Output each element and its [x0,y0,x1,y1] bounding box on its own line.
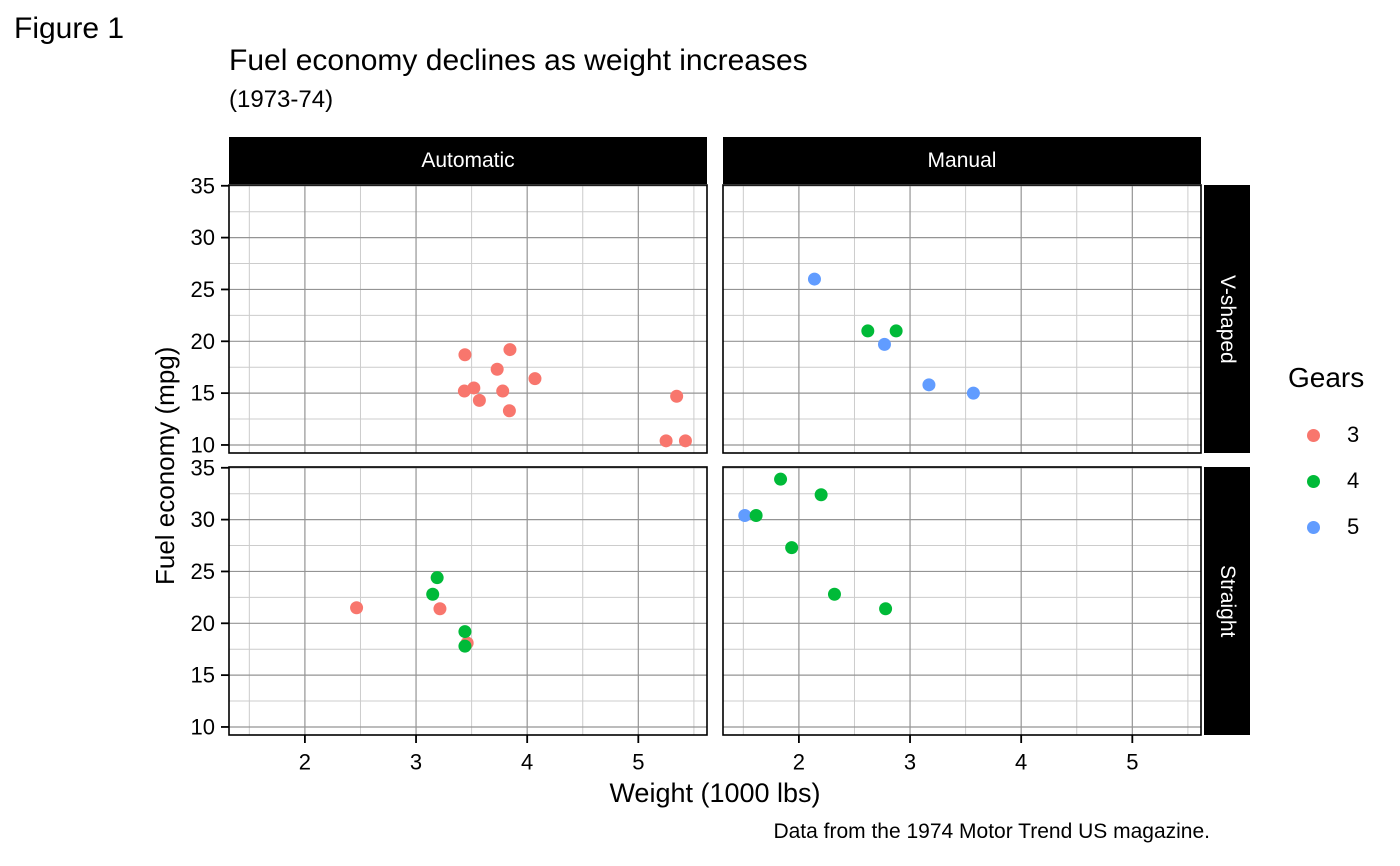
y-tick-label: 30 [191,507,215,532]
x-tick-label: 2 [793,750,805,775]
data-point-gear-4 [814,488,828,502]
data-point-gear-4 [774,472,788,486]
data-point-gear-4 [458,625,472,639]
data-point-gear-5 [922,378,936,392]
legend-item-label: 5 [1347,514,1360,539]
facet-strip-straight: Straight [1204,467,1250,735]
x-tick-label: 3 [904,750,916,775]
data-point-gear-4 [889,324,903,338]
data-point-gear-4 [785,541,799,555]
x-axis-title: Weight (1000 lbs) [609,778,821,808]
x-tick-label: 4 [1015,750,1027,775]
panel-manual-v-shaped [722,184,1202,454]
panel-automatic-straight [228,466,708,736]
figure-label: Figure 1 [14,12,125,45]
data-point-gear-3 [472,393,486,407]
y-tick-label: 10 [191,432,215,457]
y-tick-label: 35 [191,455,215,480]
legend-item-label: 4 [1347,468,1360,493]
panel-background [229,185,707,453]
chart-title: Fuel economy declines as weight increase… [229,44,808,77]
data-point-gear-3 [496,384,510,398]
y-tick-label: 10 [191,714,215,739]
legend-title: Gears [1288,362,1365,393]
y-tick-label: 15 [191,381,215,406]
legend-key-dot [1307,428,1320,442]
data-point-gear-3 [457,384,471,398]
data-point-gear-3 [490,362,504,376]
panel-border [228,466,708,736]
facet-strip-automatic: Automatic [229,137,707,184]
x-tick-label: 3 [410,750,422,775]
legend-item-3: 3 [1288,412,1364,458]
legend: Gears 3 4 5 [1288,362,1364,550]
legend-item-4: 4 [1288,458,1364,504]
facet-strip-manual: Manual [723,137,1201,184]
data-point-gear-4 [426,587,440,601]
data-point-gear-3 [502,404,516,418]
panel-background [723,185,1201,453]
data-point-gear-4 [458,639,472,653]
data-point-gear-3 [678,434,692,448]
facet-strip-label: Manual [927,148,997,172]
data-point-gear-3 [670,389,684,403]
legend-key-dot [1307,474,1320,488]
y-axis-title: Fuel economy (mpg) [150,346,180,585]
data-point-gear-4 [861,324,875,338]
y-tick-label: 30 [191,225,215,250]
panel-border [722,466,1202,736]
y-tick-label: 35 [191,173,215,198]
y-tick-label: 20 [191,611,215,636]
panel-border [228,184,708,454]
legend-key-dot [1307,520,1320,534]
data-point-gear-3 [433,602,447,616]
data-point-gear-4 [749,508,763,522]
facet-strip-vshaped: V-shaped [1204,185,1250,453]
y-tick-label: 25 [191,277,215,302]
facet-strip-label: Straight [1216,564,1239,638]
y-tick-label: 20 [191,329,215,354]
x-tick-label: 2 [299,750,311,775]
y-tick-label: 15 [191,663,215,688]
x-tick-label: 5 [1126,750,1138,775]
facet-strip-label: Automatic [421,148,515,172]
data-point-gear-5 [738,508,752,522]
y-tick-label: 25 [191,559,215,584]
panel-border [722,184,1202,454]
panel-manual-straight [722,466,1202,736]
data-point-gear-5 [966,386,980,400]
data-point-gear-5 [877,337,891,351]
data-point-gear-3 [528,372,542,386]
panel-background [723,467,1201,735]
data-point-gear-3 [659,434,673,448]
legend-items: 3 4 5 [1288,412,1364,550]
chart-subtitle: (1973-74) [229,86,334,113]
panel-background [229,467,707,735]
data-point-gear-3 [350,601,364,615]
data-point-gear-4 [879,602,893,616]
legend-item-5: 5 [1288,504,1364,550]
legend-item-label: 3 [1347,422,1360,447]
data-point-gear-4 [827,587,841,601]
x-tick-label: 5 [632,750,644,775]
facet-strip-label: V-shaped [1216,274,1239,364]
data-point-gear-3 [503,343,517,357]
panel-automatic-v-shaped [228,184,708,454]
data-point-gear-5 [807,272,821,286]
caption: Data from the 1974 Motor Trend US magazi… [773,820,1210,843]
x-tick-label: 4 [521,750,533,775]
data-point-gear-3 [458,348,472,362]
data-point-gear-4 [430,571,444,585]
